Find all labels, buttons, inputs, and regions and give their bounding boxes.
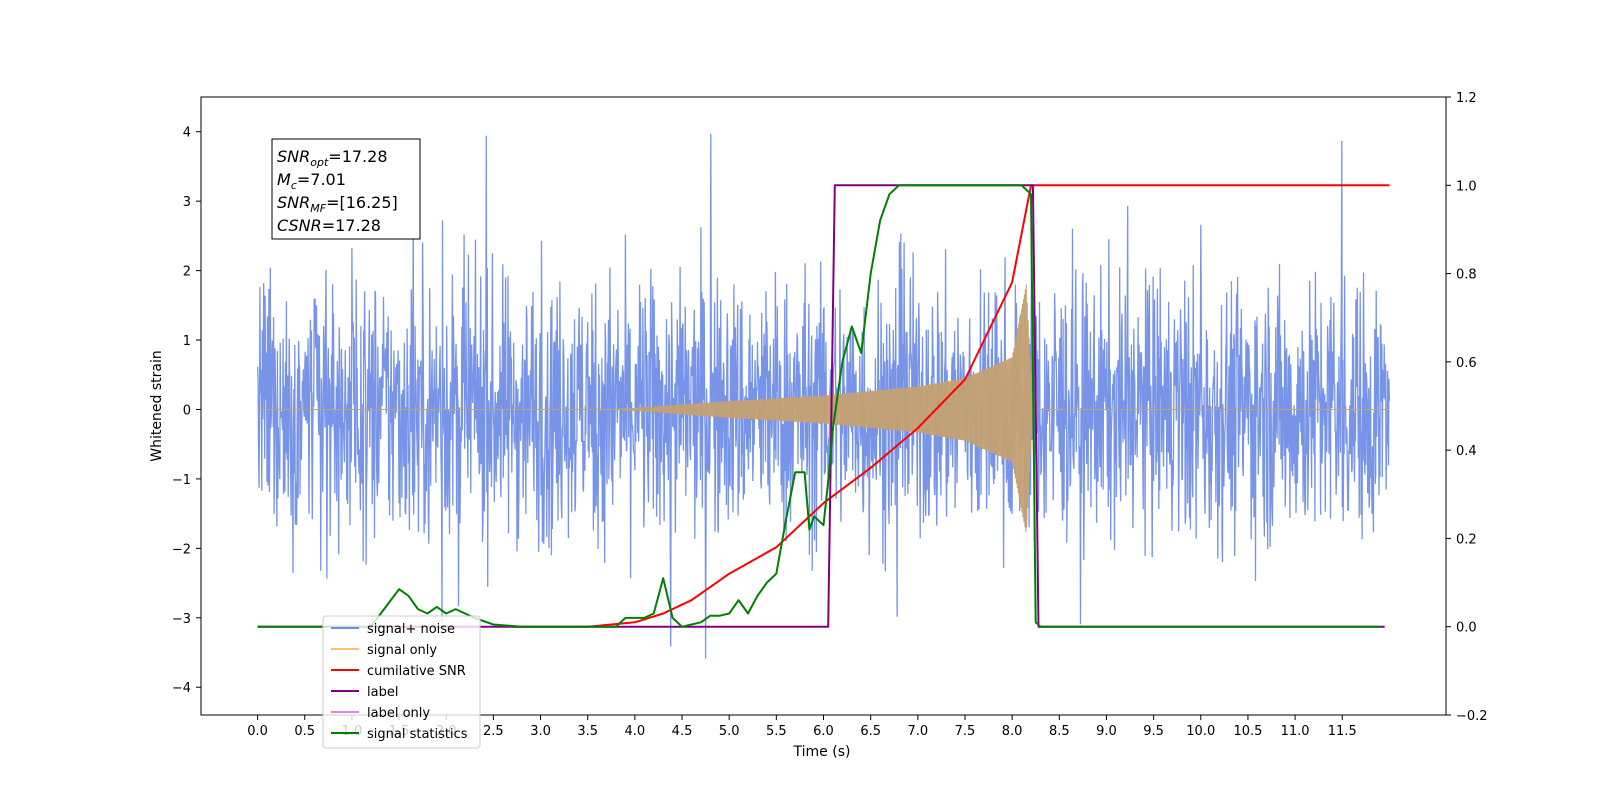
legend-label: label [367,685,398,700]
x-tick-label: 5.0 [719,724,740,739]
x-axis-label: Time (s) [793,744,851,760]
y-left-tick-label: −3 [172,612,191,627]
y-left-tick-label: 1 [183,334,191,349]
x-tick-label: 3.5 [577,724,598,739]
x-tick-label: 7.5 [955,724,976,739]
y-left-tick-label: −4 [172,681,191,696]
annotation-box [271,138,421,240]
x-axis: 0.00.51.01.52.02.53.03.54.04.55.05.56.06… [247,715,1357,739]
legend-item-signal-statistics: signal statistics [331,727,468,742]
y-left-tick-label: −1 [172,473,191,488]
x-tick-label: 6.0 [813,724,834,739]
y-axis-label: Whitened strain [149,350,165,461]
y-right-tick-label: 0.6 [1456,356,1477,371]
legend-label: label only [367,706,430,721]
series-signal-noise [256,133,1391,659]
x-tick-label: 3.0 [530,724,551,739]
series-layer [256,133,1391,659]
x-tick-label: 8.5 [1049,724,1070,739]
x-tick-label: 8.0 [1002,724,1023,739]
legend-label: signal+ noise [367,622,455,637]
y-left-tick-label: 3 [183,195,191,210]
x-tick-label: 4.5 [672,724,693,739]
legend-label: cumilative SNR [367,664,466,679]
series-signal-only [257,284,1390,533]
y-right-tick-label: 0.2 [1456,532,1477,547]
series-signal-statistics [257,184,1380,628]
x-tick-label: 7.0 [907,724,928,739]
x-tick-label: 11.0 [1281,724,1310,739]
x-tick-label: 9.5 [1143,724,1164,739]
stats-annotation: SNRopt=17.28Mc=7.01SNRMF=[16.25]CSNR=17.… [271,138,421,240]
y-right-tick-label: 0.8 [1456,268,1477,283]
y-axis-left: 4 3 2 1 0 −1 −2 −3 −4 [172,126,201,696]
legend-item-signal-only: signal only [331,643,437,658]
legend-item-cumilative-snr: cumilative SNR [331,664,466,679]
x-tick-label: 6.5 [860,724,881,739]
x-tick-label: 5.5 [766,724,787,739]
series-cumilative-snr [512,184,1390,628]
x-tick-label: 11.5 [1328,724,1357,739]
x-tick-label: 9.0 [1096,724,1117,739]
annotation-line: Mc=7.01 [277,170,346,192]
x-tick-label: 10.0 [1186,724,1215,739]
annotation-line: SNRopt=17.28 [277,147,388,169]
legend-item-label-only: label only [331,706,430,721]
y-right-tick-label: 0.0 [1456,621,1477,636]
x-tick-label: 10.5 [1233,724,1262,739]
y-left-tick-label: 0 [183,403,191,418]
annotation-line: CSNR=17.28 [277,216,381,235]
y-right-tick-label: −0.2 [1456,709,1488,724]
y-left-tick-label: 2 [183,265,191,280]
y-axis-right: 1.2 1.0 0.8 0.6 0.4 0.2 0.0 −0.2 [1446,91,1488,724]
y-right-tick-label: 1.0 [1456,179,1477,194]
y-right-tick-label: 1.2 [1456,91,1477,106]
annotation-line: SNRMF=[16.25] [277,193,398,215]
x-tick-label: 0.5 [294,724,315,739]
legend-label: signal statistics [367,727,468,742]
legend: signal+ noise signal only cumilative SNR la… [322,615,481,749]
x-tick-label: 2.5 [483,724,504,739]
y-left-tick-label: 4 [183,126,191,141]
legend-label: signal only [367,643,437,658]
y-left-tick-label: −2 [172,542,191,557]
legend-box [322,615,481,749]
x-tick-label: 4.0 [625,724,646,739]
legend-item-label: label [331,685,398,700]
legend-item-signal-noise: signal+ noise [331,622,455,637]
x-tick-label: 0.0 [247,724,268,739]
y-right-tick-label: 0.4 [1456,444,1477,459]
